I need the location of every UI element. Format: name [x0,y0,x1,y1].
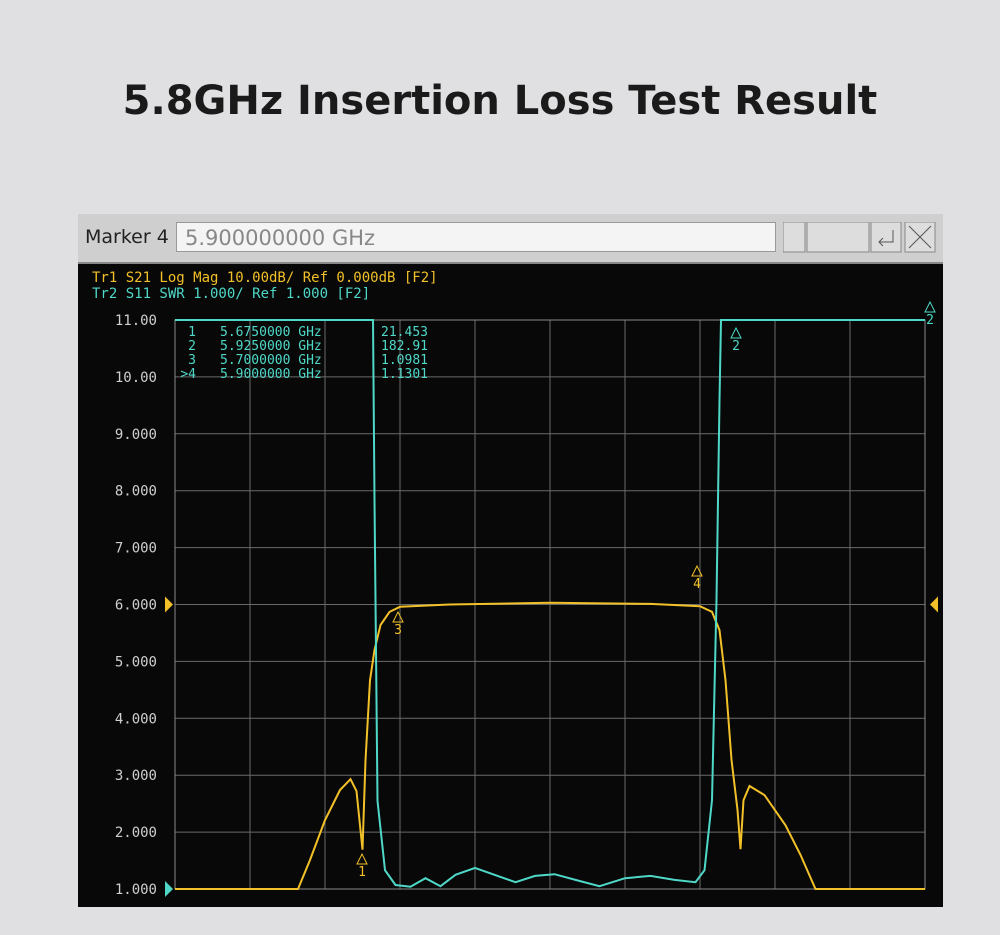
analyzer-screen: Marker 4 5.900000000 GHz [78,214,943,907]
y-tick-label: 8.000 [115,484,157,500]
y-tick-label: 10.00 [115,370,157,386]
plot-frame [174,319,926,890]
trace-marker [356,852,368,865]
toolbar: Marker 4 5.900000000 GHz [78,214,943,264]
y-tick-label: 5.000 [115,654,157,670]
y-tick-label: 1.000 [115,882,157,898]
marker-frequency: 5.7000000 GHz [220,353,322,368]
ref-marker [165,596,173,613]
marker-reading: 1.1301 [381,367,428,382]
trace-marker-label: 2 [926,313,934,328]
marker-reading: 182.91 [381,339,428,354]
trace-line [175,601,925,890]
plot: Tr1 S21 Log Mag 10.00dB/ Ref 0.000dB [F2… [92,270,938,898]
trace-marker-label: 4 [693,577,701,592]
y-tick-label: 4.000 [115,711,157,727]
y-tick-label: 11.00 [115,313,157,329]
toolbar-label: Marker 4 [85,226,169,248]
trace-marker-label: 2 [732,339,740,354]
trace-marker [730,326,742,339]
y-tick-label: 6.000 [115,598,157,614]
frequency-input[interactable]: 5.900000000 GHz [176,222,776,252]
y-tick-label: 2.000 [115,825,157,841]
page-title: 5.8GHz Insertion Loss Test Result [122,78,878,124]
y-tick-label: 9.000 [115,427,157,443]
trace-marker-label: 1 [358,865,366,880]
marker-label: 3 [188,353,196,368]
y-tick-label: 7.000 [115,541,157,557]
marker-label: >4 [180,367,196,382]
ref-marker [930,596,938,613]
trace-marker-label: 3 [394,623,402,638]
trace-header: Tr2 S11 SWR 1.000/ Ref 1.000 [F2] [92,286,370,302]
ref-marker [165,881,173,897]
toolbar-buttons[interactable] [783,222,938,254]
trace-marker [924,300,936,313]
marker-frequency: 5.9000000 GHz [220,367,322,382]
trace-header: Tr1 S21 Log Mag 10.00dB/ Ref 0.000dB [F2… [92,270,438,286]
trace-line [175,319,925,888]
y-tick-label: 3.000 [115,768,157,784]
marker-frequency: 5.9250000 GHz [220,339,322,354]
trace-marker [392,610,404,623]
marker-label: 1 [188,325,196,340]
marker-reading: 21.453 [381,325,428,340]
trace-marker [691,564,703,577]
marker-reading: 1.0981 [381,353,428,368]
marker-label: 2 [188,339,196,354]
marker-frequency: 5.6750000 GHz [220,325,322,340]
